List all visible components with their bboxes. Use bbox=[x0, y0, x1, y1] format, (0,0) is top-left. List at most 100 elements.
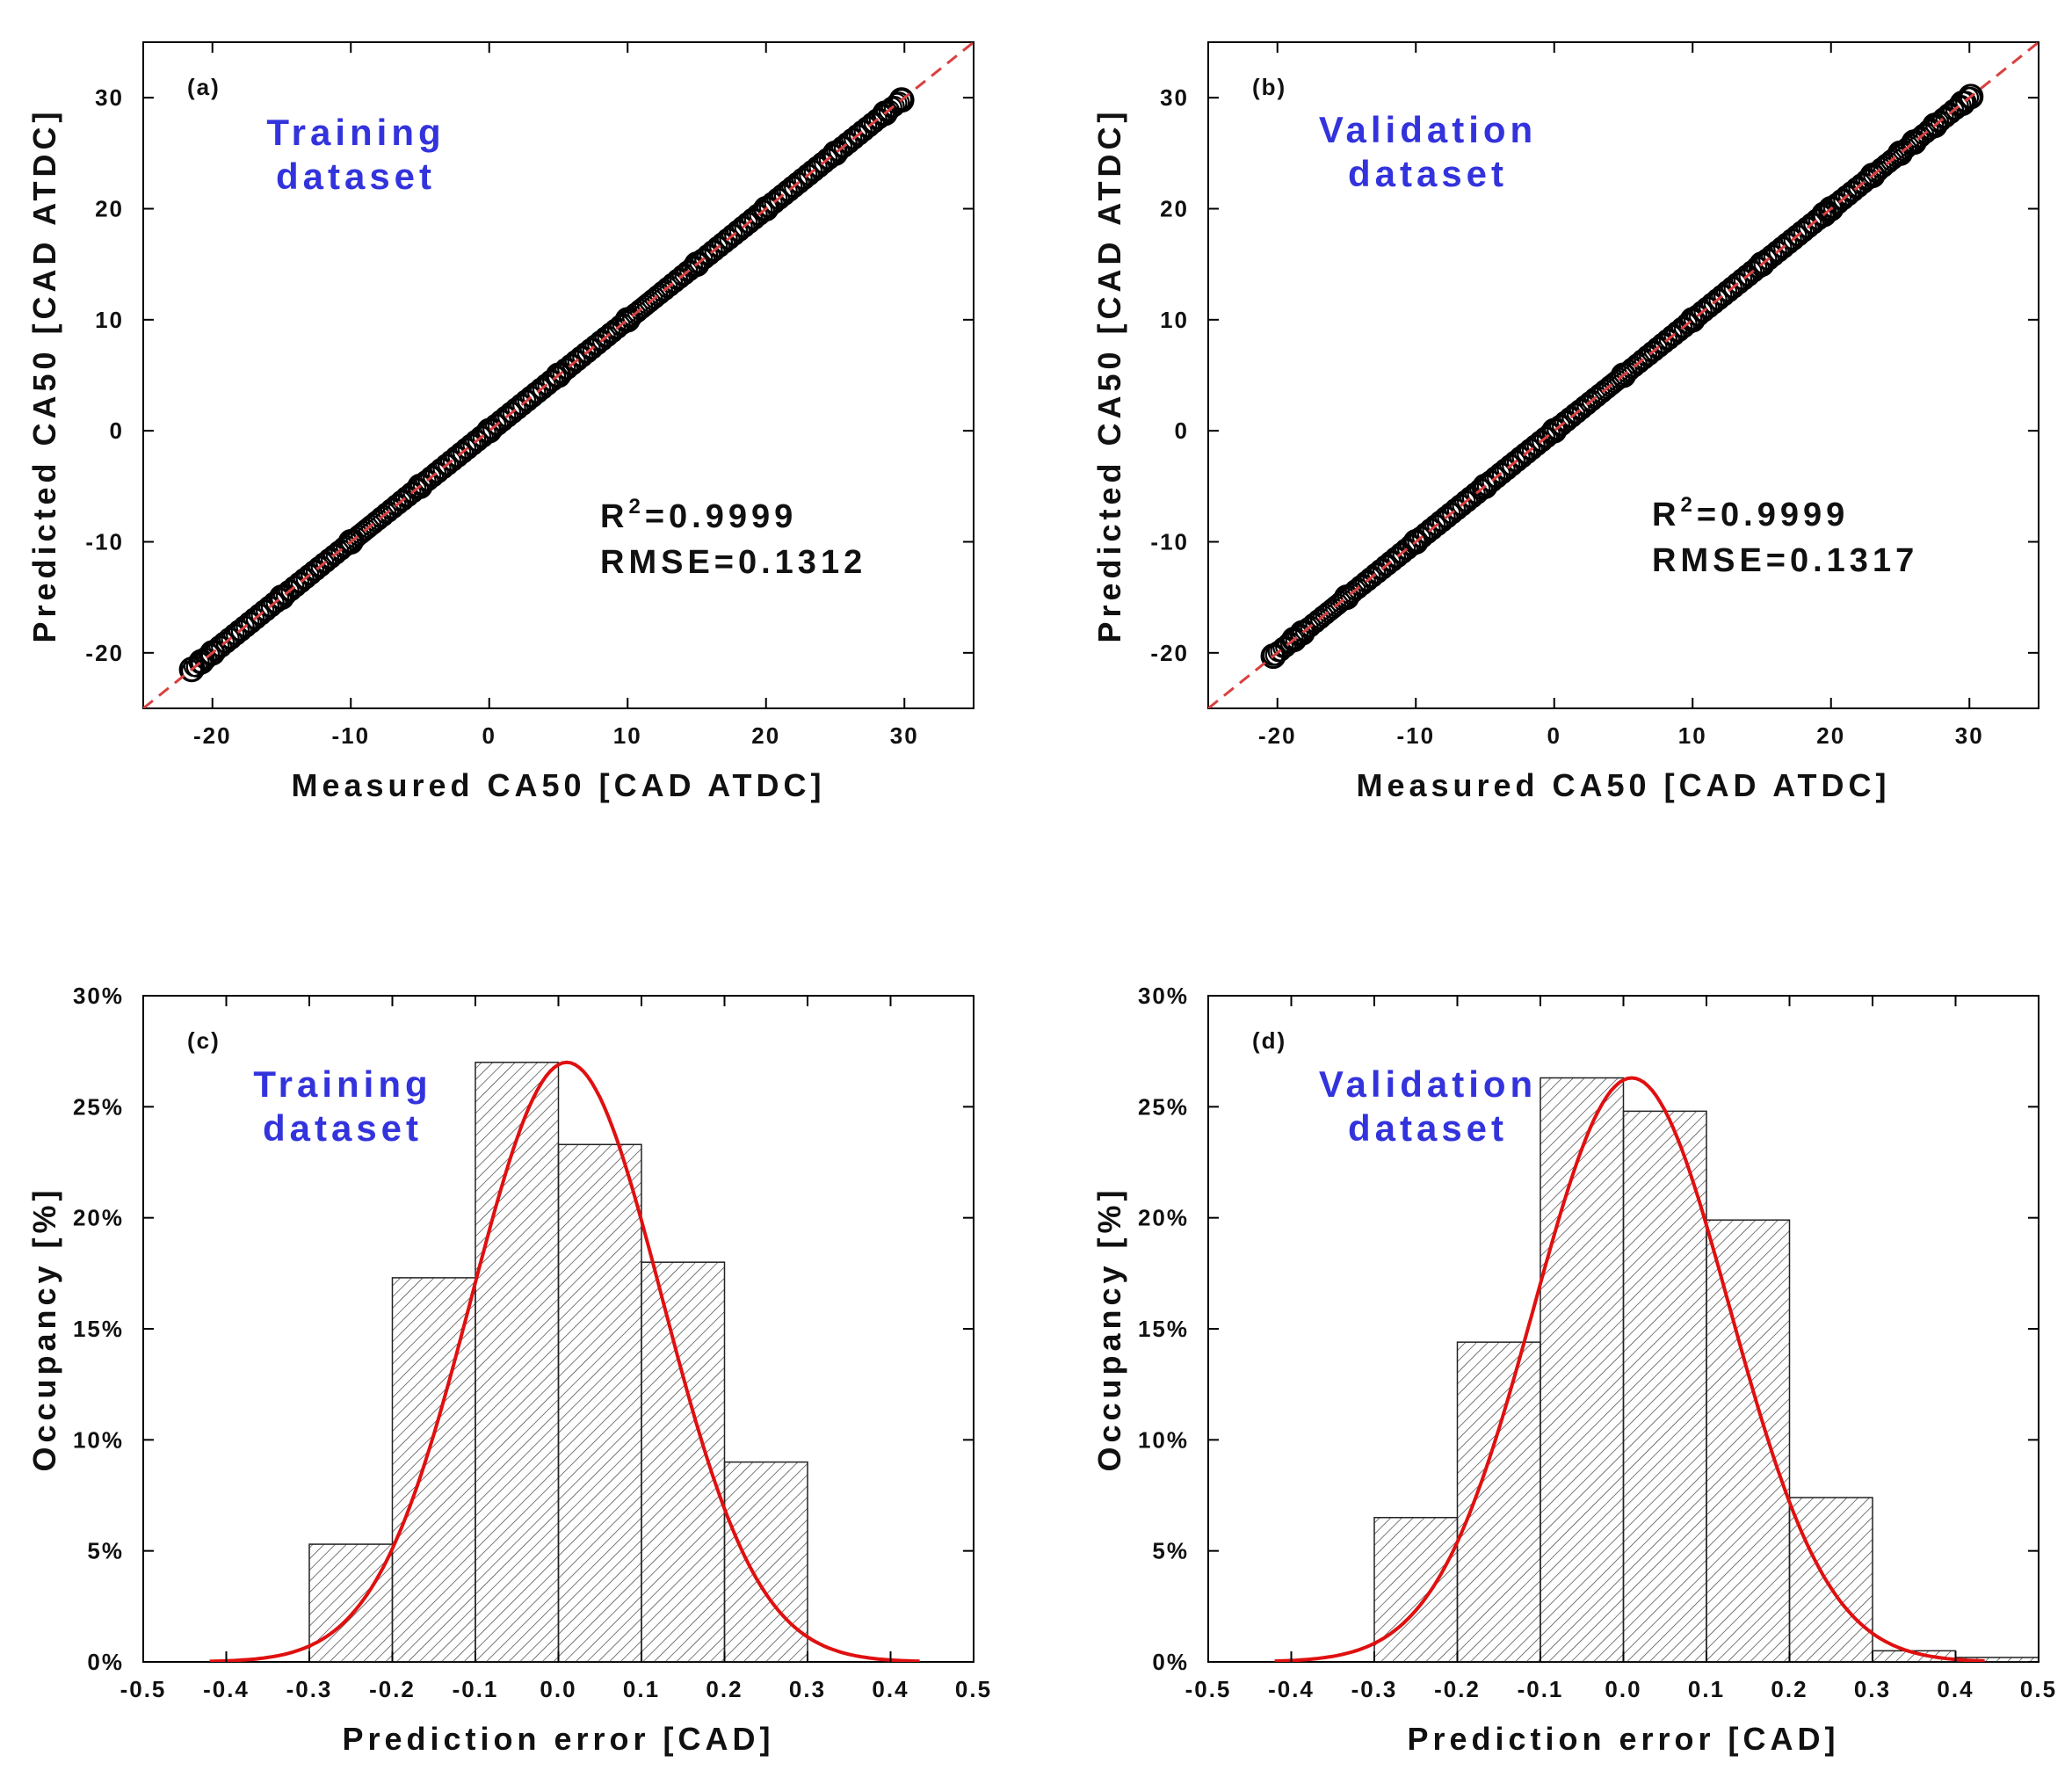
y-tick-label: 30 bbox=[1160, 84, 1189, 111]
x-axis-title: Measured CA50 [CAD ATDC] bbox=[1356, 767, 1890, 803]
scatter-point bbox=[269, 584, 294, 611]
y-tick-label: 10 bbox=[95, 307, 124, 333]
x-tick-label: -0.4 bbox=[1268, 1676, 1315, 1702]
y-axis-title: Predicted CA50 [CAD ATDC] bbox=[26, 107, 62, 642]
panel-c: -0.5 -0.4 -0.3 -0.2 -0.1 0.0 0.1 0.2 0.3 0.4 0.5 0%… bbox=[26, 983, 992, 1757]
x-axis-title: Prediction error [CAD] bbox=[342, 1721, 774, 1757]
y-tick-label: 10 bbox=[1160, 307, 1189, 333]
y-tick-label: 10% bbox=[73, 1426, 124, 1453]
scatter-point bbox=[888, 87, 915, 113]
dataset-label-line1: Validation bbox=[1319, 1063, 1537, 1105]
histogram-bar bbox=[1788, 1497, 1873, 1662]
histogram-bar bbox=[723, 1461, 808, 1662]
y-tick-label: 25% bbox=[1138, 1093, 1189, 1120]
gaussian-fit-curve bbox=[209, 1060, 920, 1662]
y-tick-label: -10 bbox=[1150, 529, 1189, 555]
scatter-point bbox=[1811, 201, 1837, 228]
x-tick-label: 0 bbox=[1547, 722, 1561, 749]
r-squared-text: R2=0.9999 bbox=[600, 495, 797, 535]
y-axis-title: Predicted CA50 [CAD ATDC] bbox=[1091, 107, 1127, 642]
scatter-point bbox=[337, 529, 364, 555]
x-tick-label: -0.2 bbox=[1434, 1676, 1481, 1702]
scatter-point bbox=[476, 417, 503, 444]
scatter-point bbox=[614, 307, 641, 333]
x-tick-label: -0.2 bbox=[369, 1676, 416, 1702]
x-tick-label: -0.3 bbox=[286, 1676, 333, 1702]
x-tick-label: 0.1 bbox=[1688, 1676, 1725, 1702]
x-tick-label: 20 bbox=[751, 722, 780, 749]
dataset-label-line2: dataset bbox=[276, 156, 436, 197]
scatter-point bbox=[1958, 83, 1984, 110]
scatter-point bbox=[1679, 307, 1706, 333]
x-axis-title: Measured CA50 [CAD ATDC] bbox=[291, 767, 825, 803]
scatter-point bbox=[1289, 620, 1315, 646]
r-squared-prefix: R bbox=[1652, 497, 1680, 533]
y-tick-label: 20% bbox=[73, 1205, 124, 1231]
r-squared-text: R2=0.9999 bbox=[1652, 493, 1849, 533]
x-tick-label: 0.4 bbox=[1937, 1676, 1974, 1702]
scatter-point bbox=[1260, 643, 1286, 670]
histogram-bar bbox=[308, 1543, 394, 1662]
plot-frame bbox=[142, 41, 974, 709]
gaussian-fit-curve bbox=[1274, 1076, 1985, 1662]
y-tick-label: 30% bbox=[1138, 983, 1189, 1009]
dataset-label-line2: dataset bbox=[263, 1107, 423, 1149]
y-axis-title: Occupancy [%] bbox=[26, 1186, 62, 1471]
scatter-point bbox=[1859, 163, 1886, 189]
scatter-point bbox=[1922, 112, 1948, 139]
dataset-label-line2: dataset bbox=[1348, 153, 1508, 194]
scatter-point bbox=[1901, 129, 1927, 156]
data-layer bbox=[1208, 42, 2039, 708]
dataset-label-line1: Training bbox=[266, 112, 445, 153]
y-tick-label: 10% bbox=[1138, 1426, 1189, 1453]
reference-line-y-equals-x bbox=[1208, 42, 2039, 708]
y-tick-label: 30 bbox=[95, 84, 124, 111]
scatter-point bbox=[546, 362, 571, 388]
scatter-point bbox=[883, 96, 905, 118]
y-tick-label: 0% bbox=[1152, 1649, 1189, 1675]
y-tick-label: -20 bbox=[85, 640, 124, 666]
scatter-point bbox=[872, 100, 898, 127]
x-axis-title: Prediction error [CAD] bbox=[1407, 1721, 1839, 1757]
r-squared-exponent: 2 bbox=[628, 495, 644, 519]
x-tick-label: -0.5 bbox=[120, 1676, 167, 1702]
y-tick-label: 5% bbox=[87, 1538, 124, 1564]
histogram-bars bbox=[1373, 1077, 2039, 1662]
histogram-bar bbox=[1540, 1077, 1625, 1662]
histogram-bar bbox=[1706, 1219, 1791, 1662]
y-tick-label: 20 bbox=[95, 196, 124, 222]
r-squared-prefix: R bbox=[600, 498, 628, 535]
y-tick-label: 0% bbox=[87, 1649, 124, 1675]
histogram-bars bbox=[308, 1062, 808, 1662]
x-tick-label: -0.1 bbox=[453, 1676, 499, 1702]
x-tick-label: -10 bbox=[331, 722, 370, 749]
y-tick-label: -20 bbox=[1150, 640, 1189, 666]
y-tick-label: 5% bbox=[1152, 1538, 1189, 1564]
histogram-bar bbox=[641, 1261, 726, 1662]
scatter-point bbox=[753, 196, 779, 221]
scatter-series bbox=[1260, 83, 1984, 670]
scatter-point bbox=[1949, 90, 1975, 116]
y-tick-label: 20 bbox=[1160, 196, 1189, 222]
y-tick-label: 20% bbox=[1138, 1205, 1189, 1231]
panel-label: (c) bbox=[187, 1027, 221, 1054]
x-tick-label: 30 bbox=[890, 722, 919, 749]
x-tick-label: 0.1 bbox=[623, 1676, 660, 1702]
panel-label: (d) bbox=[1252, 1027, 1286, 1054]
x-tick-label: 0.3 bbox=[1854, 1676, 1891, 1702]
x-tick-label: -20 bbox=[1258, 722, 1297, 749]
scatter-point bbox=[1281, 627, 1308, 653]
scatter-point bbox=[199, 640, 226, 666]
dataset-label-line1: Training bbox=[253, 1063, 431, 1105]
scatter-series bbox=[178, 87, 915, 683]
histogram-bar bbox=[557, 1143, 642, 1662]
histogram-bar bbox=[1373, 1517, 1459, 1662]
panel-label: (b) bbox=[1252, 74, 1286, 100]
data-layer bbox=[1274, 1076, 2039, 1662]
x-tick-label: 0.5 bbox=[2020, 1676, 2057, 1702]
x-tick-label: 10 bbox=[1678, 722, 1707, 749]
reference-line-y-equals-x bbox=[143, 42, 974, 708]
y-axis-title: Occupancy [%] bbox=[1091, 1186, 1127, 1471]
x-tick-label: 0.5 bbox=[955, 1676, 992, 1702]
